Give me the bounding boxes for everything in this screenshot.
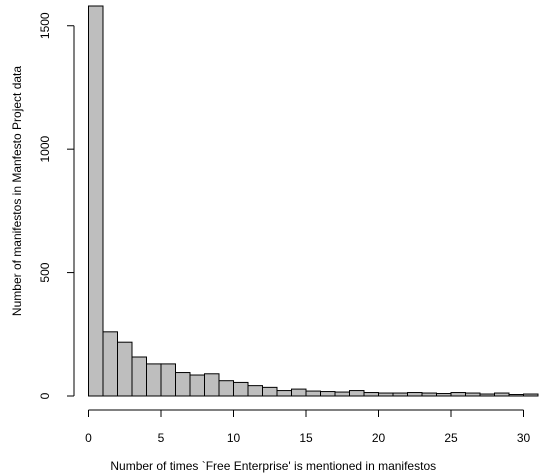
histogram-bar xyxy=(276,390,292,397)
histogram-bar xyxy=(102,331,118,397)
histogram-bar xyxy=(189,374,205,397)
histogram-bar xyxy=(378,392,394,397)
histogram-bar xyxy=(88,5,104,397)
histogram-bar xyxy=(233,381,249,397)
x-tick-label: 20 xyxy=(372,431,386,445)
histogram-bar xyxy=(305,390,321,397)
histogram-bar xyxy=(392,392,408,397)
y-axis-title: Number of manifestos in Manfesto Project… xyxy=(10,66,24,316)
histogram-bar xyxy=(436,393,452,397)
bars-group xyxy=(88,5,539,397)
y-tick-label: 1500 xyxy=(38,12,52,39)
x-tick-label: 10 xyxy=(227,431,241,445)
histogram-bar xyxy=(204,373,220,397)
histogram-bar xyxy=(334,391,350,397)
histogram-bar xyxy=(407,392,423,397)
x-tick-label: 5 xyxy=(158,431,165,445)
histogram-bar xyxy=(479,393,495,397)
y-tick-label: 500 xyxy=(38,262,52,282)
histogram-bar xyxy=(465,392,481,397)
histogram-bar xyxy=(262,386,278,397)
histogram-bar xyxy=(131,356,147,397)
x-tick-label: 15 xyxy=(299,431,313,445)
x-tick-label: 0 xyxy=(85,431,92,445)
histogram-bar xyxy=(175,372,191,397)
histogram-bar xyxy=(247,385,263,397)
histogram-bar xyxy=(523,393,539,397)
histogram-bar xyxy=(146,363,162,397)
histogram-bar xyxy=(291,388,307,397)
histogram-bar xyxy=(363,392,379,397)
y-tick-label: 0 xyxy=(38,392,52,399)
histogram-bar xyxy=(218,380,234,397)
histogram-bar xyxy=(421,392,437,397)
x-axis-title: Number of times `Free Enterprise' is men… xyxy=(110,459,436,473)
x-ticks-group: 0 5 10 15 20 25 30 xyxy=(85,410,530,445)
histogram-bar xyxy=(508,394,524,397)
histogram-bar xyxy=(320,391,336,397)
histogram-bar xyxy=(117,341,133,397)
histogram-bar xyxy=(349,390,365,397)
histogram-bar xyxy=(494,392,510,397)
histogram-bar xyxy=(450,392,466,397)
y-tick-label: 1000 xyxy=(38,135,52,162)
x-tick-label: 25 xyxy=(444,431,458,445)
y-ticks-group: 0 500 1000 1500 xyxy=(38,12,74,399)
x-tick-label: 30 xyxy=(517,431,531,445)
histogram-bar xyxy=(160,363,176,397)
